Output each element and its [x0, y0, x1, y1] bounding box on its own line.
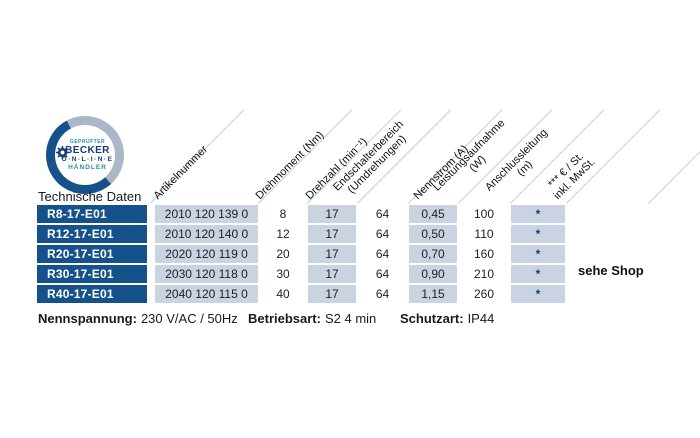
anschlussleitung-cell: * — [511, 245, 565, 263]
badge-text-geprüfter: GEPRÜFTER — [69, 138, 106, 145]
badge-text-online: O·N·L·I·N·E — [61, 155, 114, 163]
spec-value: IP44 — [467, 311, 495, 326]
section-title: Technische Daten — [38, 189, 142, 204]
endschalterbereich-cell: 64 — [358, 205, 407, 223]
artikelnummer-cell: 2030 120 118 0 — [155, 265, 258, 283]
leistungsaufnahme-cell: 210 — [459, 265, 509, 283]
nennstrom-cell: 0,50 — [409, 225, 457, 243]
anschlussleitung-cell: * — [511, 225, 565, 243]
spec-value: 230 V/AC / 50Hz — [140, 311, 238, 326]
drehmoment-cell: 40 — [260, 285, 306, 303]
price-shop-note: sehe Shop — [578, 263, 644, 278]
spec-nennspannung: Nennspannung: 230 V/AC / 50Hz — [38, 311, 238, 326]
table-row: R20-17-E01 2020 120 119 0 20 17 64 0,70 … — [37, 245, 565, 263]
spec-betriebsart: Betriebsart: S2 4 min — [248, 311, 376, 326]
nennstrom-cell: 0,70 — [409, 245, 457, 263]
badge-text-becker: BECKER — [65, 144, 110, 156]
drehmoment-cell: 12 — [260, 225, 306, 243]
anschlussleitung-cell: * — [511, 285, 565, 303]
nennstrom-cell: 1,15 — [409, 285, 457, 303]
artikelnummer-cell: 2020 120 119 0 — [155, 245, 258, 263]
leistungsaufnahme-cell: 260 — [459, 285, 509, 303]
spec-table: R8-17-E01 2010 120 139 0 8 17 64 0,45 10… — [37, 205, 565, 305]
drehzahl-cell: 17 — [308, 265, 356, 283]
spec-label: Nennspannung: — [38, 311, 137, 326]
drehmoment-cell: 8 — [260, 205, 306, 223]
anschlussleitung-cell: * — [511, 205, 565, 223]
model-cell: R12-17-E01 — [37, 225, 147, 243]
table-row: R40-17-E01 2040 120 115 0 40 17 64 1,15 … — [37, 285, 565, 303]
spec-schutzart: Schutzart: IP44 — [400, 311, 494, 326]
leistungsaufnahme-cell: 100 — [459, 205, 509, 223]
becker-online-dealer-badge[interactable]: GEPRÜFTER BECKER O·N·L·I·N·E HÄNDLER — [46, 116, 124, 194]
endschalterbereich-cell: 64 — [358, 265, 407, 283]
table-row: R30-17-E01 2030 120 118 0 30 17 64 0,90 … — [37, 265, 565, 283]
artikelnummer-cell: 2010 120 139 0 — [155, 205, 258, 223]
nennstrom-cell: 0,45 — [409, 205, 457, 223]
spec-value: S2 4 min — [324, 311, 377, 326]
artikelnummer-cell: 2040 120 115 0 — [155, 285, 258, 303]
endschalterbereich-cell: 64 — [358, 245, 407, 263]
drehzahl-cell: 17 — [308, 205, 356, 223]
drehzahl-cell: 17 — [308, 285, 356, 303]
endschalterbereich-cell: 64 — [358, 225, 407, 243]
spec-label: Schutzart: — [400, 311, 464, 326]
model-cell: R40-17-E01 — [37, 285, 147, 303]
model-cell: R8-17-E01 — [37, 205, 147, 223]
drehmoment-cell: 20 — [260, 245, 306, 263]
leistungsaufnahme-cell: 160 — [459, 245, 509, 263]
anschlussleitung-cell: * — [511, 265, 565, 283]
badge-inner: GEPRÜFTER BECKER O·N·L·I·N·E HÄNDLER — [55, 125, 115, 185]
model-cell: R20-17-E01 — [37, 245, 147, 263]
artikelnummer-cell: 2010 120 140 0 — [155, 225, 258, 243]
table-row: R12-17-E01 2010 120 140 0 12 17 64 0,50 … — [37, 225, 565, 243]
gear-icon — [56, 146, 69, 164]
drehmoment-cell: 30 — [260, 265, 306, 283]
table-row: R8-17-E01 2010 120 139 0 8 17 64 0,45 10… — [37, 205, 565, 223]
header-divider-line — [648, 125, 700, 204]
spec-label: Betriebsart: — [248, 311, 321, 326]
column-header-preis: *** € / St. inkl. MwSt. — [546, 150, 598, 202]
endschalterbereich-cell: 64 — [358, 285, 407, 303]
nennstrom-cell: 0,90 — [409, 265, 457, 283]
badge-text-haendler: HÄNDLER — [68, 163, 107, 171]
model-cell: R30-17-E01 — [37, 265, 147, 283]
drehzahl-cell: 17 — [308, 225, 356, 243]
drehzahl-cell: 17 — [308, 245, 356, 263]
column-header-artikelnummer: Artikelnummer — [151, 143, 211, 202]
leistungsaufnahme-cell: 110 — [459, 225, 509, 243]
